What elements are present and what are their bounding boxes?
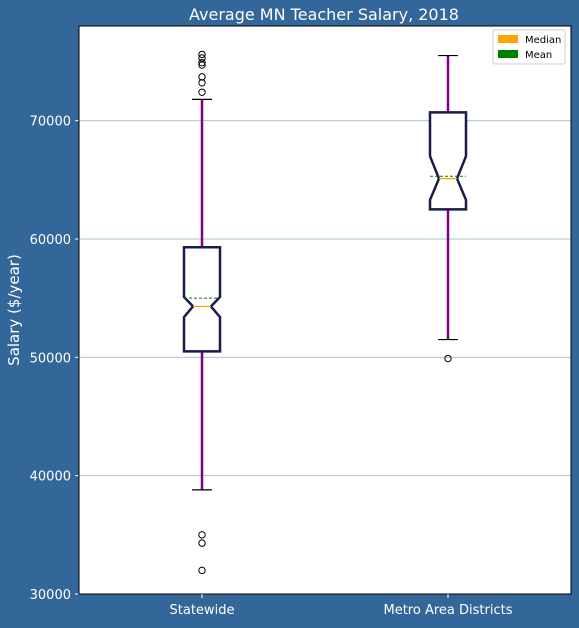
box-group	[182, 50, 222, 575]
outlier-point	[198, 58, 206, 67]
outlier-point	[198, 539, 206, 547]
outlier-point	[198, 50, 206, 59]
outlier-point	[198, 73, 206, 81]
chart-title: Average MN Teacher Salary, 2018	[189, 5, 459, 24]
outlier-point	[198, 566, 206, 575]
legend: Median Mean	[492, 29, 566, 65]
box-group	[428, 54, 468, 363]
y-tick-label: 30000	[30, 588, 71, 603]
outlier-point	[198, 531, 206, 539]
y-tick-label: 60000	[30, 233, 71, 248]
y-axis-label: Salary ($/year)	[5, 254, 23, 366]
y-tick-label: 40000	[30, 470, 71, 485]
outlier-point	[198, 54, 206, 62]
legend-swatch	[498, 35, 518, 43]
plot-frame	[78, 25, 572, 595]
y-tick-label: 50000	[30, 351, 71, 366]
outlier-point	[198, 61, 206, 69]
y-tick-label: 70000	[30, 115, 71, 130]
box-body	[428, 111, 468, 211]
outlier-point	[444, 354, 452, 363]
legend-swatch	[498, 50, 518, 58]
outlier-point	[198, 88, 206, 96]
legend-label: Mean	[525, 50, 552, 61]
box-body	[182, 246, 222, 353]
x-tick-label: Statewide	[170, 603, 235, 618]
legend-label: Median	[525, 35, 561, 46]
plot-area	[79, 26, 571, 594]
x-tick-label: Metro Area Districts	[384, 603, 513, 618]
